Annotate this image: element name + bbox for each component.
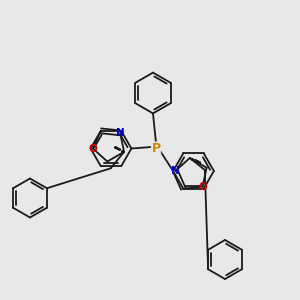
Text: N: N [116, 128, 124, 138]
Text: P: P [152, 142, 160, 155]
Text: O: O [198, 182, 207, 192]
Text: O: O [88, 144, 97, 154]
Text: N: N [171, 166, 180, 176]
